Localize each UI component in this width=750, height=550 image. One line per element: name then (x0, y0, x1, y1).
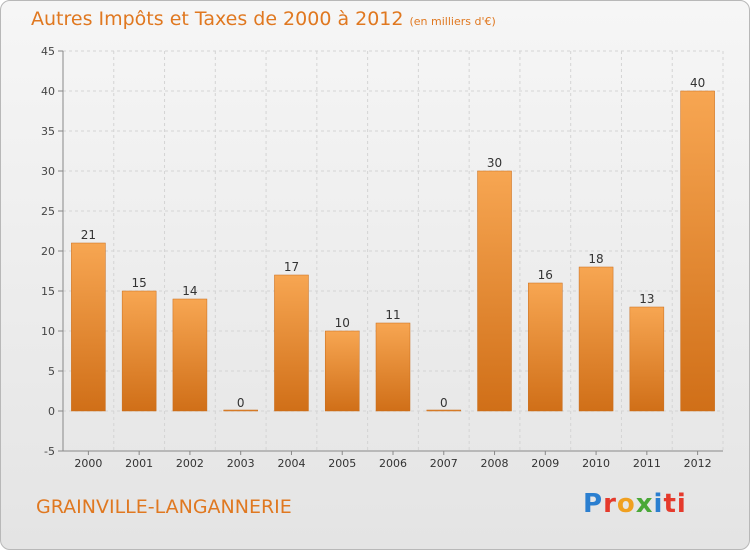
chart-title: Autres Impôts et Taxes de 2000 à 2012 (en… (31, 8, 496, 30)
data-label-2012: 40 (690, 76, 705, 90)
bar-2000 (71, 242, 106, 412)
x-tick-label-2003: 2003 (227, 457, 255, 470)
axes: -5 0 5 10 15 20 25 30 35 40 45 2000 2001 2002 2003 2004… (41, 45, 723, 470)
bar-2010 (578, 266, 614, 412)
y-tick-label: 15 (41, 285, 55, 298)
x-tick-label-2004: 2004 (277, 457, 305, 470)
bar-2007 (426, 409, 462, 412)
commune-name: GRAINVILLE-LANGANNERIE (36, 496, 292, 518)
x-tick-label-2007: 2007 (430, 457, 458, 470)
data-label-2009: 16 (538, 268, 553, 282)
data-label-2003: 0 (237, 396, 245, 410)
bar-2002 (172, 298, 208, 412)
data-label-2005: 10 (335, 316, 350, 330)
x-tick-label-2012: 2012 (684, 457, 712, 470)
bar-2004 (274, 274, 309, 412)
x-tick-label-2002: 2002 (176, 457, 204, 470)
y-tick-label: 35 (41, 125, 55, 138)
y-tick-label: 30 (41, 165, 55, 178)
y-tick-label: 25 (41, 205, 55, 218)
proxiti-logo[interactable]: Proxiti (583, 489, 687, 519)
x-tick-label-2001: 2001 (125, 457, 153, 470)
data-label-2007: 0 (440, 396, 448, 410)
chart-title-text: Autres Impôts et Taxes de 2000 à 2012 (31, 8, 404, 30)
y-tick-label: 20 (41, 245, 55, 258)
y-tick-label: 10 (41, 325, 55, 338)
bar-2006 (375, 322, 411, 412)
data-label-2011: 13 (639, 292, 654, 306)
bars (71, 90, 715, 412)
data-label-2002: 14 (182, 284, 197, 298)
bar-2012 (680, 90, 715, 412)
bar-2003 (223, 409, 258, 412)
y-tick-label: -5 (44, 445, 55, 458)
data-label-2000: 21 (81, 228, 96, 242)
y-tick-label: 0 (48, 405, 55, 418)
data-label-2001: 15 (132, 276, 147, 290)
data-labels: 21 15 14 0 17 10 11 0 30 16 18 13 40 (81, 76, 706, 410)
bar-2005 (324, 330, 360, 412)
data-label-2008: 30 (487, 156, 502, 170)
x-tick-label-2009: 2009 (531, 457, 559, 470)
x-tick-label-2010: 2010 (582, 457, 610, 470)
x-tick-label-2000: 2000 (74, 457, 102, 470)
bar-2011 (629, 306, 665, 412)
y-tick-label: 40 (41, 85, 55, 98)
x-tick-label-2006: 2006 (379, 457, 407, 470)
y-tick-label: 5 (48, 365, 55, 378)
bar-2001 (121, 290, 157, 412)
chart-subtitle: (en milliers d'€) (409, 15, 496, 28)
bar-2008 (477, 170, 512, 412)
x-tick-label-2005: 2005 (328, 457, 356, 470)
bar-2009 (528, 282, 563, 412)
data-label-2004: 17 (284, 260, 299, 274)
x-tick-label-2011: 2011 (633, 457, 661, 470)
data-label-2010: 18 (588, 252, 603, 266)
y-tick-label: 45 (41, 45, 55, 58)
x-tick-label-2008: 2008 (481, 457, 509, 470)
data-label-2006: 11 (385, 308, 400, 322)
